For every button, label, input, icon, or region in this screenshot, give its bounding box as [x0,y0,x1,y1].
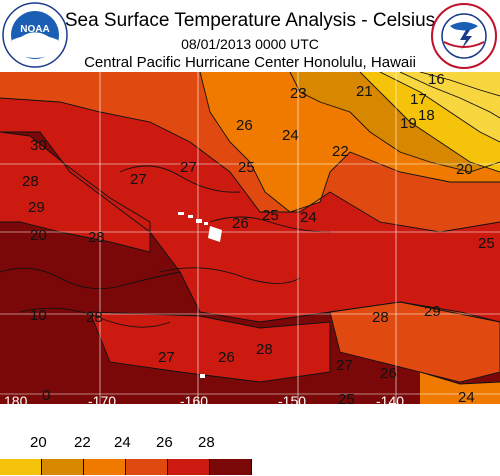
contour-label: 29 [424,303,441,320]
longitude-label: -140 [376,393,404,404]
map-title: Sea Surface Temperature Analysis - Celsi… [64,10,436,31]
legend-swatches [0,459,252,475]
legend-value: 20 [30,434,47,451]
legend-value: 22 [74,434,91,451]
contour-label: 25 [478,235,495,252]
nws-logo [431,3,497,69]
grid-lines [0,72,500,404]
contour-label: 28 [86,309,103,326]
contour-labels: 30 28 29 20 10 0 27 26 25 24 23 22 21 20… [22,72,495,404]
sst-region-27-south [90,312,330,382]
legend-swatch [168,459,210,475]
header: NOAA Sea Surface Temperature Analysis - … [0,0,500,72]
contour-label: 24 [458,389,475,404]
contour-label: 16 [428,72,445,88]
contour-label: 26 [218,349,235,366]
contour-lines [0,72,500,385]
legend-swatch [210,459,252,475]
contour-label: 28 [88,229,105,246]
contour-label: 26 [380,365,397,382]
longitude-label: -170 [88,393,116,404]
contour-label: 24 [282,127,299,144]
map-office: Central Pacific Hurricane Center Honolul… [84,54,416,71]
contour-label: 26 [236,117,253,134]
contour-label: 27 [158,349,175,366]
contour-label: 27 [130,171,147,188]
contour-label: 23 [290,85,307,102]
contour-label: 0 [42,387,50,404]
contour-label: 27 [336,357,353,374]
sst-region-26-se [330,302,500,382]
map-datetime: 08/01/2013 0000 UTC [181,36,319,52]
contour-label: 21 [356,83,373,100]
contour-label: 28 [256,341,273,358]
sst-region-24-se [420,372,500,404]
contour-label: 25 [262,207,279,224]
contour-label: 17 [410,91,427,108]
legend-swatch [84,459,126,475]
contour-label: 30 [30,137,47,154]
legend-value: 26 [156,434,173,451]
sst-region-18 [380,72,500,142]
sst-map-canvas: 30 28 29 20 10 0 27 26 25 24 23 22 21 20… [0,72,500,404]
contour-label: 25 [338,391,355,404]
legend-swatch [0,459,42,475]
contour-label: 28 [372,309,389,326]
longitude-label: -150 [278,393,306,404]
contour-label: 20 [30,227,47,244]
contour-label: 20 [456,161,473,178]
contour-label: 22 [332,143,349,160]
noaa-logo: NOAA [2,2,68,68]
contour-label: 27 [180,159,197,176]
legend-swatch [42,459,84,475]
contour-label: 25 [238,159,255,176]
legend-value: 24 [114,434,131,451]
longitude-label: 180 [4,393,28,404]
sst-map: 30 28 29 20 10 0 27 26 25 24 23 22 21 20… [0,72,500,404]
sst-region-27-west [0,132,150,252]
contour-label: 19 [400,115,417,132]
hawaiian-islands [178,212,222,378]
longitude-labels: 180 -170 -160 -150 -140 [4,393,404,404]
contour-label: 18 [418,107,435,124]
contour-label: 26 [232,215,249,232]
noaa-logo-text: NOAA [20,24,49,35]
contour-label: 28 [22,173,39,190]
legend-swatch [126,459,168,475]
contour-label: 10 [30,307,47,324]
longitude-label: -160 [180,393,208,404]
contour-label: 24 [300,209,317,226]
contour-label: 29 [28,199,45,216]
legend-value: 28 [198,434,215,451]
